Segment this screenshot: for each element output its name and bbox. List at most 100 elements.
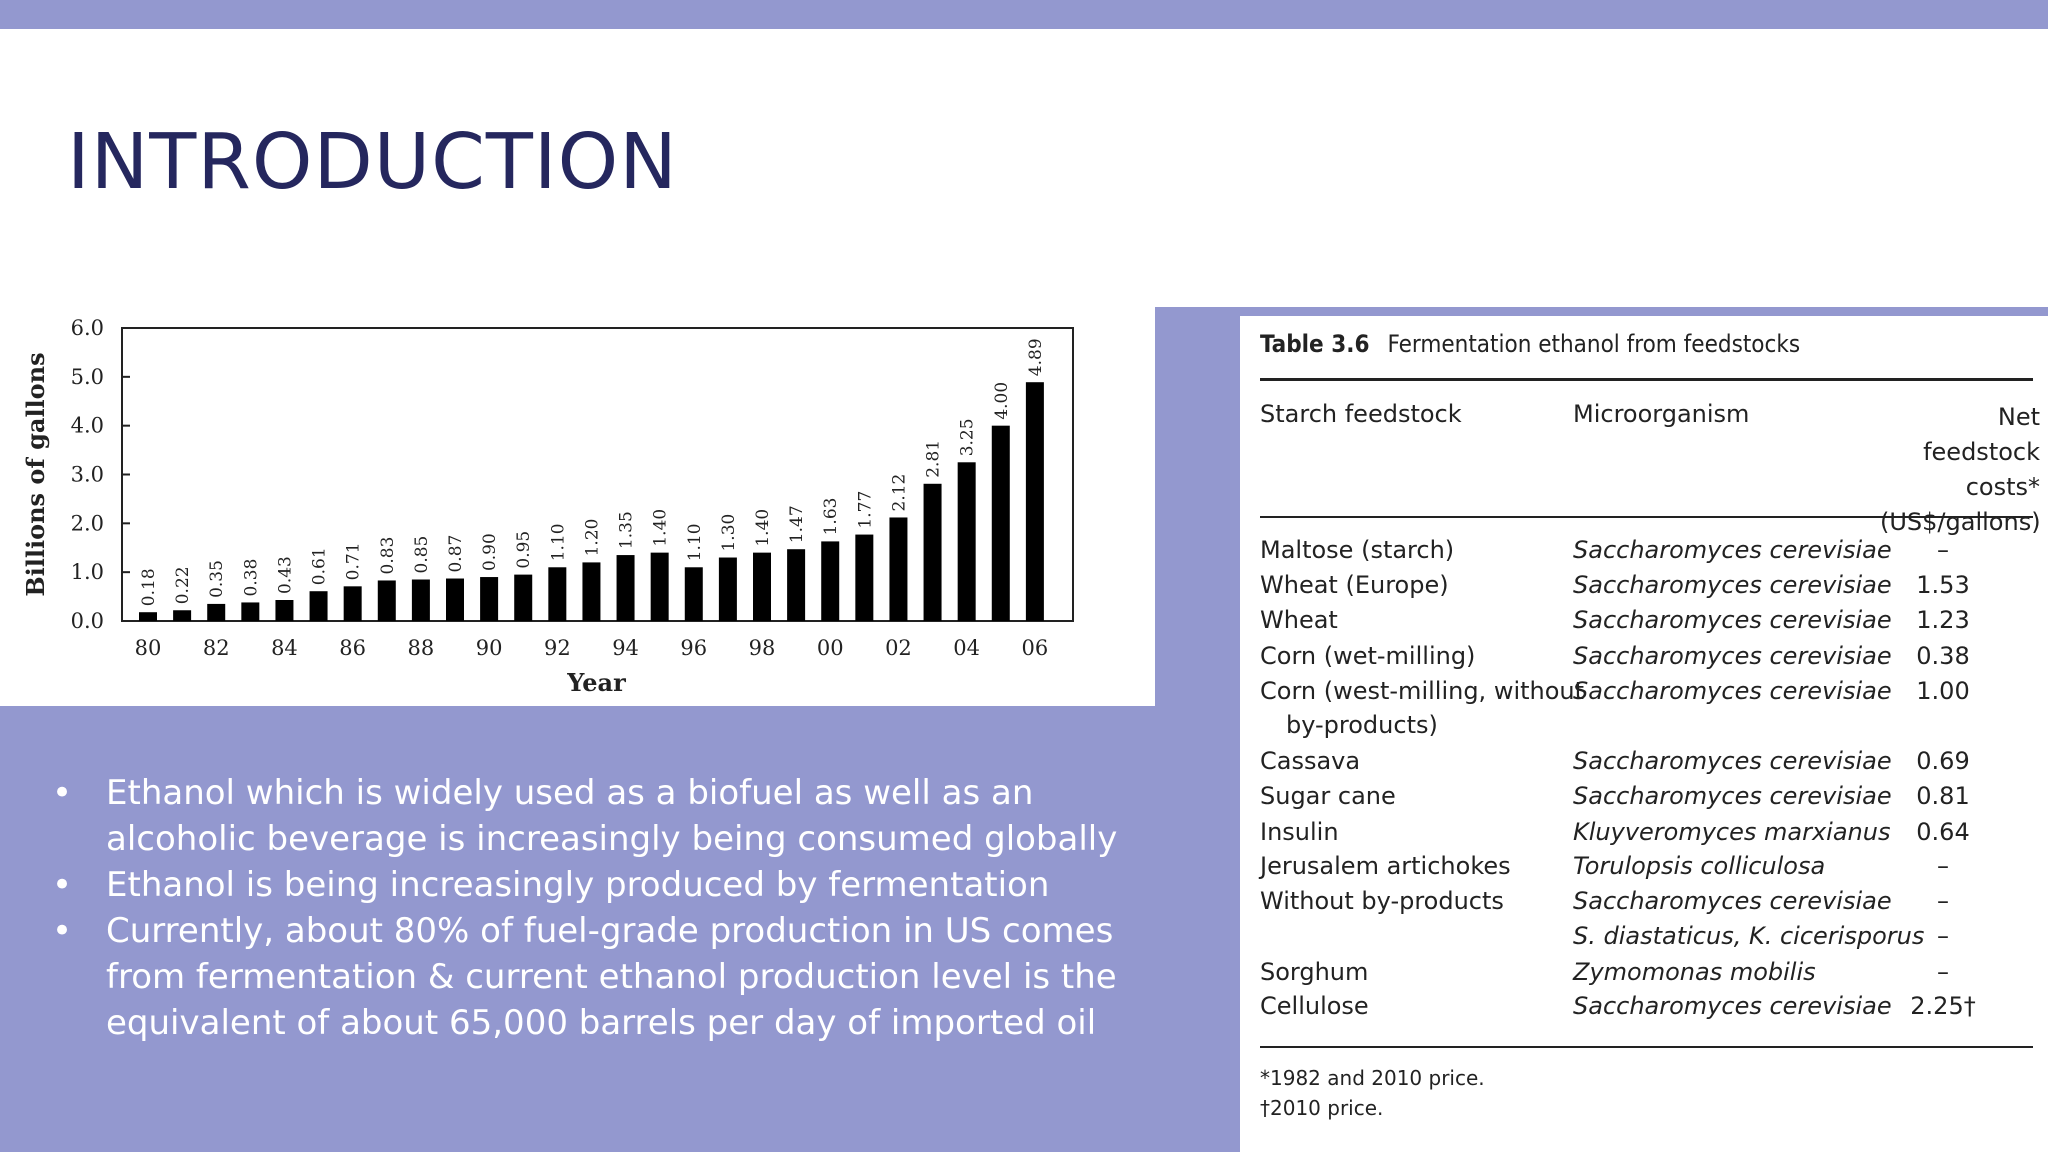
table-cell-feedstock: Sorghum — [1260, 958, 1369, 986]
y-tick-label: 1.0 — [71, 560, 104, 584]
bar — [377, 580, 396, 621]
x-axis-label: Year — [566, 668, 626, 697]
table-top-rule — [1260, 378, 2033, 381]
table-cell-feedstock: Jerusalem artichokes — [1260, 852, 1511, 880]
table-cell-cost: – — [1937, 958, 1949, 986]
x-tick-label: 98 — [749, 636, 776, 660]
table-cell-organism: Kluyveromyces marxianus — [1573, 818, 1891, 846]
y-tick-label: 5.0 — [71, 365, 104, 389]
bar-data-label: 0.87 — [446, 535, 466, 573]
bar-data-label: 1.20 — [582, 519, 602, 557]
bullet-item: Currently, about 80% of fuel-grade produ… — [52, 908, 1152, 1046]
table-header-rule — [1260, 516, 2033, 518]
bullet-item: Ethanol is being increasingly produced b… — [52, 862, 1152, 908]
x-tick-label: 04 — [953, 636, 980, 660]
bar-data-label: 0.90 — [480, 533, 500, 571]
table-cell-cost: 1.53 — [1916, 571, 1970, 599]
table-cell-cost: – — [1937, 922, 1949, 950]
bar — [923, 483, 942, 621]
bar — [241, 602, 260, 621]
table-cell-organism: Saccharomyces cerevisiae — [1573, 571, 1892, 599]
table-cell-feedstock: by-products) — [1286, 711, 1438, 739]
bar-data-label: 1.63 — [821, 498, 841, 536]
y-tick-label: 4.0 — [71, 414, 104, 438]
table-cell-feedstock: Cassava — [1260, 747, 1361, 775]
table-cell-feedstock: Maltose (starch) — [1260, 536, 1455, 564]
table-panel: Table 3.6 Fermentation ethanol from feeds… — [1240, 316, 2048, 1152]
bar-data-label: 1.40 — [651, 509, 671, 547]
x-tick-label: 88 — [408, 636, 435, 660]
title-band — [0, 29, 2048, 307]
table-cell-organism: Saccharomyces cerevisiae — [1573, 782, 1892, 810]
bar-data-label: 1.30 — [719, 514, 739, 552]
bar-data-label: 1.77 — [855, 491, 875, 529]
bar-data-label: 1.40 — [753, 509, 773, 547]
y-axis-label: Billions of gallons — [21, 352, 50, 596]
table-label: Table 3.6 — [1260, 330, 1370, 358]
x-tick-label: 00 — [817, 636, 844, 660]
table-cell-feedstock: Cellulose — [1260, 992, 1369, 1020]
footnote: †2010 price. — [1260, 1096, 1384, 1120]
x-tick-label: 84 — [271, 636, 298, 660]
bar — [548, 567, 567, 621]
table-cell-organism: Saccharomyces cerevisiae — [1573, 887, 1892, 915]
x-tick-label: 02 — [885, 636, 912, 660]
chart-panel: 0.0 1.0 2.0 3.0 4.0 5.0 6.0 80 82 84 86 88 90 92 94 96 9… — [0, 304, 1155, 706]
bar — [139, 612, 157, 621]
x-tick-label: 82 — [203, 636, 230, 660]
bar-data-label: 0.38 — [241, 559, 261, 597]
table-cell-organism: Zymomonas mobilis — [1573, 958, 1816, 986]
table-cell-organism: Saccharomyces cerevisiae — [1573, 606, 1892, 634]
bar — [514, 574, 533, 621]
table-cell-cost: 0.69 — [1916, 747, 1970, 775]
table-cell-cost: 0.64 — [1916, 818, 1970, 846]
bar-data-label: 0.18 — [139, 568, 159, 606]
bar-data-label: 4.89 — [1026, 338, 1046, 376]
table-bottom-rule — [1260, 1046, 2033, 1048]
table-cell-feedstock: Corn (west-milling, without — [1260, 677, 1585, 705]
table-caption-text: Fermentation ethanol from feedstocks — [1387, 330, 1801, 358]
table-cell-organism: Saccharomyces cerevisiae — [1573, 747, 1892, 775]
table-cell-cost: – — [1937, 536, 1949, 564]
table-cell-cost: 2.25† — [1910, 992, 1976, 1020]
bar-data-label: 4.00 — [992, 382, 1012, 420]
table-cell-cost: 1.23 — [1916, 606, 1970, 634]
top-accent-bar — [0, 0, 2048, 29]
table-cell-cost: – — [1937, 852, 1949, 880]
y-tick-label: 3.0 — [71, 463, 104, 487]
x-tick-label: 90 — [476, 636, 503, 660]
table-cell-feedstock: Wheat (Europe) — [1260, 571, 1449, 599]
bar-data-label: 2.81 — [924, 440, 944, 478]
table-cell-feedstock: Without by-products — [1260, 887, 1504, 915]
bar-data-label: 1.35 — [617, 511, 637, 549]
bar — [480, 577, 499, 621]
slide-title: INTRODUCTION — [67, 118, 678, 207]
bar — [787, 549, 806, 621]
bullet-item: Ethanol which is widely used as a biofue… — [52, 770, 1152, 862]
bar — [1025, 382, 1044, 621]
table-cell-organism: Saccharomyces cerevisiae — [1573, 677, 1892, 705]
x-tick-label: 96 — [680, 636, 707, 660]
table-cell-organism: Torulopsis colliculosa — [1573, 852, 1826, 880]
bar-data-label: 1.47 — [787, 505, 807, 543]
table-cell-feedstock: Corn (wet-milling) — [1260, 642, 1476, 670]
x-tick-label: 94 — [612, 636, 639, 660]
bar-data-label: 0.71 — [344, 542, 364, 580]
bar — [684, 567, 703, 621]
bar-data-label: 0.61 — [310, 547, 330, 585]
table-cell-feedstock: Wheat — [1260, 606, 1338, 634]
table-cell-cost: 0.38 — [1916, 642, 1970, 670]
bar-data-label: 0.43 — [275, 556, 295, 594]
bar — [343, 586, 362, 621]
bar — [616, 555, 635, 621]
bar — [309, 591, 328, 621]
x-tick-label: 86 — [339, 636, 366, 660]
bar — [821, 541, 840, 621]
bar — [275, 600, 294, 621]
bar-data-label: 0.83 — [378, 537, 398, 575]
footnote: *1982 and 2010 price. — [1260, 1066, 1485, 1090]
x-tick-label: 80 — [135, 636, 162, 660]
table-cell-organism: Saccharomyces cerevisiae — [1573, 642, 1892, 670]
x-tick-label: 06 — [1022, 636, 1049, 660]
bar-data-label: 3.25 — [958, 418, 978, 456]
